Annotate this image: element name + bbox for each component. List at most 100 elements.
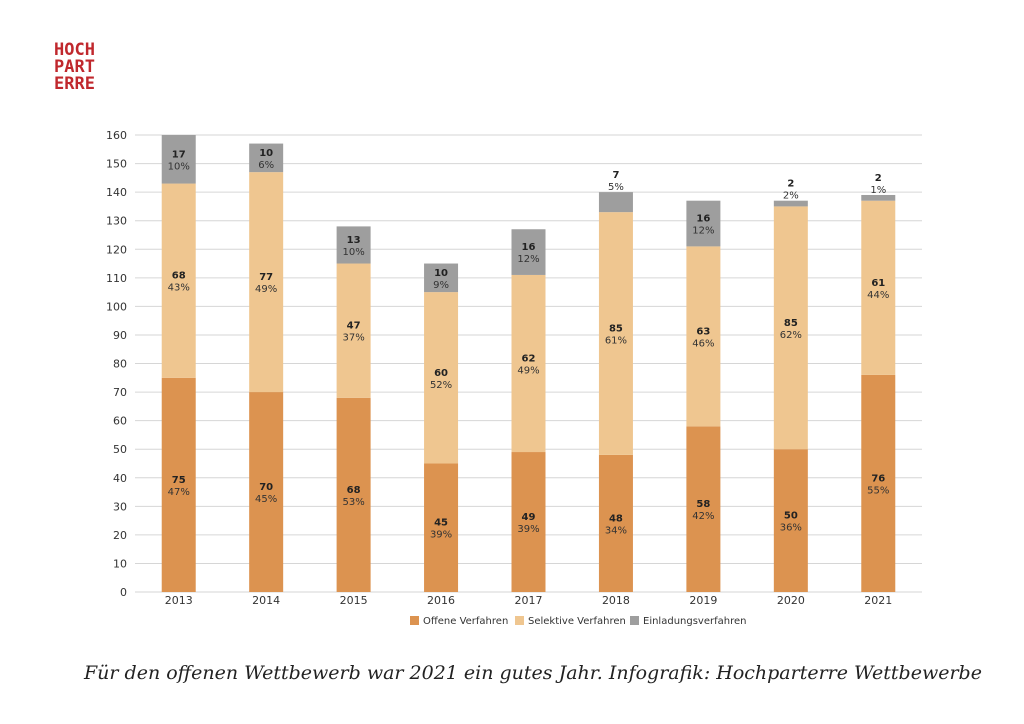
data-label-percent: 10% — [168, 161, 190, 172]
y-tick-label: 60 — [113, 415, 127, 428]
data-label-value: 10 — [259, 148, 273, 159]
data-label-value: 68 — [172, 271, 186, 282]
bar-segment — [773, 449, 808, 592]
bar-segment — [161, 377, 196, 592]
y-tick-label: 10 — [113, 557, 127, 570]
y-tick-label: 130 — [106, 215, 127, 228]
data-label-value: 70 — [259, 482, 273, 493]
data-label-value: 61 — [871, 278, 885, 289]
data-label-value: 75 — [172, 475, 186, 486]
data-label-value: 7 — [612, 170, 619, 181]
bar-segment — [773, 200, 808, 207]
data-label-percent: 34% — [605, 525, 627, 536]
bar-segment — [511, 274, 546, 453]
x-tick-label: 2020 — [777, 594, 805, 607]
data-label-percent: 42% — [692, 511, 714, 522]
data-label-percent: 39% — [517, 524, 539, 535]
bar-segment — [861, 374, 896, 592]
data-label-value: 50 — [784, 511, 798, 522]
y-tick-label: 80 — [113, 358, 127, 371]
logo-line-2: PART — [54, 57, 95, 77]
x-tick-label: 2017 — [515, 594, 543, 607]
bar-segment — [861, 200, 896, 375]
data-label-percent: 2% — [783, 191, 799, 202]
bar-segment — [598, 454, 633, 592]
y-tick-label: 50 — [113, 443, 127, 456]
y-tick-label: 150 — [106, 158, 127, 171]
data-label-percent: 46% — [692, 338, 714, 349]
legend-label: Offene Verfahren — [423, 616, 508, 627]
data-label-value: 13 — [347, 235, 361, 246]
data-label-value: 17 — [172, 149, 186, 160]
x-tick-label: 2014 — [252, 594, 280, 607]
bar-segment — [249, 172, 284, 393]
data-label-percent: 12% — [517, 254, 539, 265]
bar-segment — [598, 192, 633, 213]
data-label-value: 48 — [609, 513, 623, 524]
data-label-value: 2 — [787, 179, 794, 190]
bar-segment — [249, 392, 284, 592]
bar-segment — [161, 135, 196, 184]
data-label-value: 60 — [434, 368, 448, 379]
bar-segment — [249, 143, 284, 173]
data-label-percent: 10% — [342, 247, 364, 258]
bar-segment — [336, 226, 371, 264]
data-label-value: 77 — [259, 272, 273, 283]
data-label-value: 16 — [696, 214, 710, 225]
data-label-percent: 5% — [608, 182, 624, 193]
data-label-value: 16 — [522, 242, 536, 253]
y-tick-label: 100 — [106, 300, 127, 313]
bar-segment — [598, 212, 633, 455]
logo-line-1: HOCH — [54, 40, 95, 60]
legend-swatch — [515, 616, 524, 625]
legend-swatch — [410, 616, 419, 625]
legend-label: Selektive Verfahren — [528, 616, 626, 627]
bar-segment — [861, 194, 896, 201]
data-label-value: 58 — [696, 499, 710, 510]
data-label-percent: 6% — [258, 160, 274, 171]
data-label-value: 10 — [434, 268, 448, 279]
bar-segment — [336, 263, 371, 398]
bar-segment — [336, 397, 371, 592]
data-label-percent: 49% — [517, 366, 539, 377]
data-label-percent: 47% — [168, 487, 190, 498]
data-label-percent: 55% — [867, 485, 889, 496]
data-label-percent: 37% — [342, 333, 364, 344]
data-label-percent: 39% — [430, 530, 452, 541]
data-label-percent: 44% — [867, 290, 889, 301]
x-tick-label: 2018 — [602, 594, 630, 607]
data-label-percent: 9% — [433, 280, 449, 291]
bar-segment — [773, 206, 808, 450]
bar-segment — [424, 463, 459, 592]
data-label-percent: 62% — [780, 330, 802, 341]
bar-segment — [424, 263, 459, 293]
x-tick-label: 2015 — [340, 594, 368, 607]
bar-segment — [424, 292, 459, 464]
data-label-value: 63 — [696, 326, 710, 337]
figure-caption: Für den offenen Wettbewerb war 2021 ein … — [84, 662, 982, 684]
x-tick-label: 2019 — [689, 594, 717, 607]
y-tick-label: 140 — [106, 186, 127, 199]
y-tick-label: 0 — [120, 586, 127, 599]
bar-segment — [511, 452, 546, 592]
data-label-percent: 52% — [430, 380, 452, 391]
y-tick-label: 160 — [106, 129, 127, 142]
data-label-value: 45 — [434, 518, 448, 529]
data-label-value: 62 — [522, 354, 536, 365]
data-label-percent: 36% — [780, 523, 802, 534]
data-label-value: 85 — [784, 318, 798, 329]
y-tick-label: 110 — [106, 272, 127, 285]
hochparterre-logo: HOCH PART ERRE — [54, 42, 95, 93]
y-tick-label: 40 — [113, 472, 127, 485]
logo-line-3: ERRE — [54, 74, 95, 94]
bar-segment — [686, 426, 721, 592]
bar-segment — [161, 183, 196, 378]
bar-segment — [511, 229, 546, 275]
x-tick-label: 2016 — [427, 594, 455, 607]
data-label-percent: 43% — [168, 283, 190, 294]
bar-segment — [686, 246, 721, 427]
stacked-bar-chart: 0 10 20 30 40 50 60 70 80 90 100 110 120 130 140 150 160… — [106, 129, 922, 627]
data-label-value: 76 — [871, 473, 885, 484]
legend-label: Einladungsverfahren — [643, 616, 746, 627]
data-label-value: 68 — [347, 485, 361, 496]
